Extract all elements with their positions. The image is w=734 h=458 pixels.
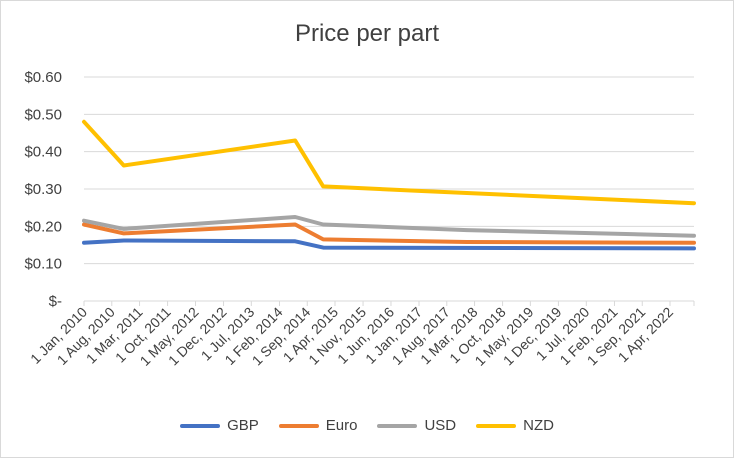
- legend-item-nzd: NZD: [476, 417, 554, 434]
- legend-label: USD: [424, 417, 457, 434]
- y-tick-label: $0.60: [24, 69, 62, 86]
- legend-swatch: [377, 423, 418, 428]
- legend-swatch: [180, 423, 221, 428]
- y-tick-label: $0.50: [24, 106, 62, 123]
- series-line-nzd: [82, 119, 696, 206]
- legend-label: Euro: [325, 417, 358, 434]
- legend-label: NZD: [523, 417, 554, 434]
- y-tick-label: $0.20: [24, 218, 62, 235]
- legend-swatch: [278, 423, 319, 428]
- series-line-gbp: [82, 238, 696, 251]
- legend-swatch: [476, 423, 517, 428]
- y-tick-label: $0.10: [24, 256, 62, 273]
- legend: GBP Euro USD NZD: [0, 417, 734, 434]
- y-tick-label: $0.30: [24, 181, 62, 198]
- chart-title: Price per part: [294, 20, 440, 47]
- legend-label: GBP: [227, 417, 259, 434]
- y-tick-label: $0.40: [24, 144, 62, 161]
- series-line-usd: [82, 215, 696, 238]
- legend-item-gbp: GBP: [180, 417, 259, 434]
- y-tick-label: $-: [49, 293, 62, 310]
- legend-item-usd: USD: [377, 417, 456, 434]
- legend-item-euro: Euro: [278, 417, 358, 434]
- series-line-euro: [82, 222, 696, 245]
